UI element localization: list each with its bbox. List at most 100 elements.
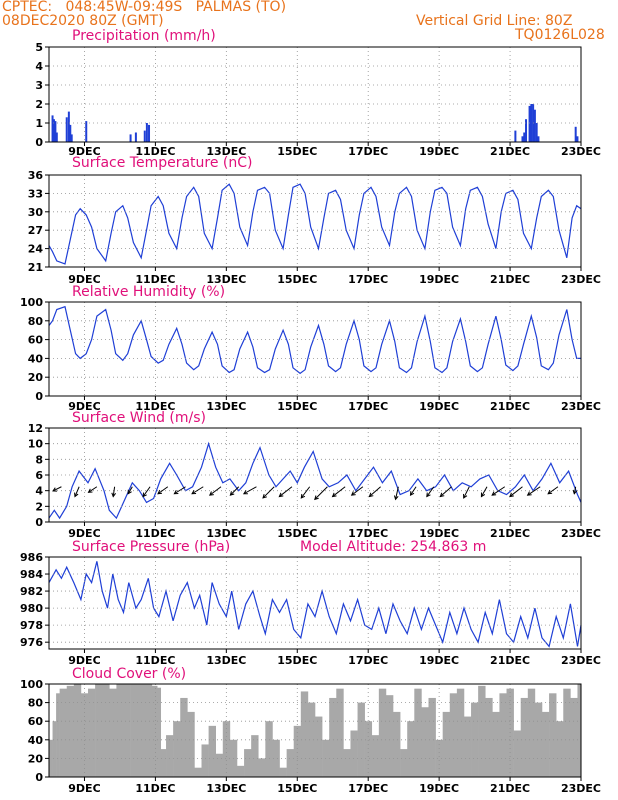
temperature-xtick-label: 23DEC	[561, 273, 601, 286]
cloud-area-bar	[471, 702, 479, 777]
humidity-xtick-label: 23DEC	[561, 400, 601, 413]
precipitation-bar	[54, 121, 57, 142]
cloud-area-bar	[442, 711, 451, 777]
cloud-area-bar	[59, 688, 68, 777]
cloud-xtick-label: 23DEC	[561, 782, 601, 795]
precipitation-bar	[514, 130, 517, 142]
cloud-area-bar	[137, 684, 146, 777]
cloud-area-bar	[307, 702, 316, 777]
precipitation-xtick-label: 9DEC	[68, 145, 100, 158]
cloud-area-bar	[549, 693, 557, 777]
temperature-xtick-label: 15DEC	[277, 273, 317, 286]
cloud-area-bar	[208, 725, 216, 777]
wind-arrow-shaft	[480, 486, 488, 497]
wind-arrow-shaft	[243, 486, 257, 495]
pressure-xtick-label: 11DEC	[135, 654, 175, 667]
cloud-area-bar	[421, 707, 429, 777]
cloud-area-bar	[236, 765, 245, 777]
wind-arrow-shaft	[527, 486, 541, 496]
precipitation-bar	[143, 130, 146, 142]
wind-arrow-shaft	[491, 486, 506, 496]
wind-arrow	[87, 486, 98, 493]
temperature-ytick-label: 33	[28, 187, 43, 200]
wind-arrow-head	[426, 492, 431, 498]
wind-arrow-head	[52, 487, 58, 492]
temperature-frame	[48, 174, 582, 268]
wind-arrow-head	[491, 491, 497, 496]
wind-xtick-label: 15DEC	[277, 527, 317, 540]
humidity-ytick-label: 20	[28, 371, 44, 384]
precipitation-bar	[52, 119, 55, 142]
wind-arrow	[278, 486, 293, 498]
humidity-chart: 0 20 40 60 80 100 9DEC 11DEC 13DEC 15DEC 17DEC 19DE…	[20, 296, 601, 413]
cloud-area-bar	[66, 685, 75, 777]
humidity-title: Relative Humidity (%)	[72, 284, 226, 300]
wind-arrow	[111, 486, 117, 498]
cloud-area-bar	[102, 684, 110, 777]
wind-arrow-shaft	[332, 486, 346, 497]
header-code: TQ0126L028	[515, 27, 605, 43]
wind-arrow	[229, 486, 240, 496]
wind-arrow	[173, 486, 186, 495]
wind-arrow	[463, 486, 470, 499]
cloud-area-bar	[201, 744, 209, 777]
cloud-area-bar	[286, 749, 295, 777]
wind-arrow-head	[142, 492, 147, 498]
cloud-area-bar	[187, 711, 195, 777]
cloud-area-bar	[371, 735, 380, 777]
cloud-area-bar	[400, 749, 408, 777]
cloud-xtick-label: 9DEC	[68, 782, 100, 795]
wind-xtick-label: 19DEC	[419, 527, 459, 540]
cloud-area-bar	[116, 684, 124, 777]
pressure-xtick-label: 15DEC	[277, 654, 317, 667]
wind-arrow-shaft	[410, 486, 417, 496]
wind-arrow-head	[262, 493, 267, 499]
cloud-area-bar	[315, 716, 323, 777]
wind-arrow-shaft	[573, 486, 577, 494]
cloud-area-bar	[109, 688, 117, 777]
cloud-area-bar	[95, 684, 103, 777]
wind-arrow-head	[300, 493, 306, 499]
pressure-xtick-label: 19DEC	[419, 654, 459, 667]
wind-arrow-head	[157, 489, 163, 495]
pressure-chart: 976 978 980 982 984 986 9DEC 11DEC 13DEC 15DEC 17D…	[20, 551, 601, 667]
pressure-xtick-label: 21DEC	[490, 654, 530, 667]
precipitation-bar	[535, 123, 538, 142]
wind-arrow-head	[368, 492, 374, 498]
cloud-area-bar	[222, 721, 231, 777]
wind-xtick-label: 11DEC	[135, 527, 175, 540]
cloud-frame	[48, 683, 582, 778]
wind-line	[48, 441, 582, 520]
cloud-area-bar	[570, 697, 578, 777]
wind-arrow	[572, 486, 578, 495]
pressure-xtick-label: 23DEC	[561, 654, 601, 667]
cloud-area-bar	[300, 691, 309, 777]
wind-arrow-shaft	[88, 486, 98, 493]
cloud-area-bar	[258, 758, 266, 777]
cloud-area-bar	[449, 693, 458, 777]
precipitation-ytick-label: 4	[35, 60, 43, 73]
cloud-area-bar	[194, 767, 202, 777]
pressure-title: Surface Pressure (hPa)	[72, 539, 231, 555]
wind-arrow-shaft	[157, 486, 169, 495]
precipitation-bar	[528, 105, 531, 142]
wind-arrow	[350, 486, 364, 496]
cloud-area-bar	[541, 711, 550, 777]
wind-arrow-head	[547, 489, 553, 495]
wind-arrow-head	[74, 492, 79, 498]
cloud-area-bar	[527, 688, 536, 777]
wind-ytick-label: 2	[35, 500, 43, 513]
precipitation-ytick-label: 1	[35, 117, 43, 130]
temperature-xtick-label: 21DEC	[490, 273, 530, 286]
pressure-xtick-label: 9DEC	[68, 654, 100, 667]
wind-arrow-head	[173, 490, 179, 495]
wind-arrow-shaft	[52, 486, 62, 492]
wind-arrow-shaft	[142, 486, 151, 497]
humidity-frame	[48, 301, 582, 397]
cloud-area-bar	[88, 688, 96, 777]
humidity-xtick-label: 9DEC	[68, 400, 100, 413]
temperature-xtick-label: 11DEC	[135, 273, 175, 286]
wind-arrow-shaft	[74, 486, 80, 497]
precipitation-ytick-label: 0	[35, 136, 43, 149]
